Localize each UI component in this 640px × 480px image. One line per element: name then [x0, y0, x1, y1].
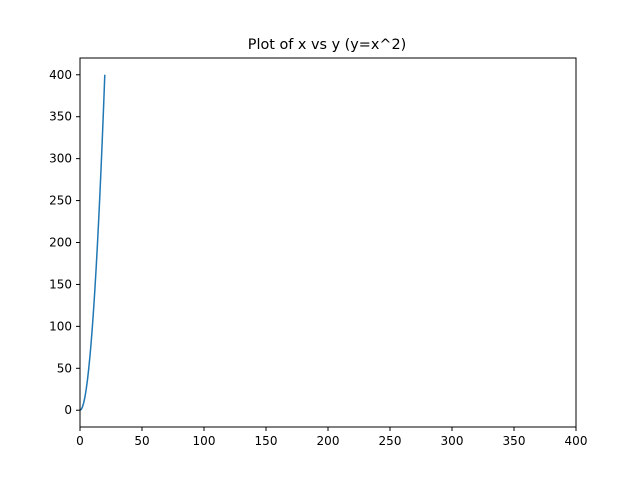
- plot-frame: [79, 57, 577, 428]
- y-tick-label: 200: [49, 236, 72, 250]
- y-tick-label: 300: [49, 152, 72, 166]
- x-axis: 0 50 100 150 200 250 300 350 400: [76, 427, 587, 448]
- y-tick-label: 250: [49, 194, 72, 208]
- x-tick-label: 200: [317, 434, 340, 448]
- chart-title: Plot of x vs y (y=x^2): [248, 37, 406, 53]
- y-tick-label: 0: [64, 403, 72, 417]
- y-tick-label: 150: [49, 277, 72, 291]
- y-tick-label: 400: [49, 68, 72, 82]
- y-tick-label: 50: [57, 361, 72, 375]
- series-line: [79, 74, 106, 411]
- x-tick-label: 350: [503, 434, 526, 448]
- x-tick-label: 100: [193, 434, 216, 448]
- x-tick-label: 150: [255, 434, 278, 448]
- x-tick-label: 250: [379, 434, 402, 448]
- x-tick-label: 300: [441, 434, 464, 448]
- y-tick-label: 350: [49, 110, 72, 124]
- x-tick-label: 400: [565, 434, 588, 448]
- x-tick-label: 50: [134, 434, 149, 448]
- y-axis: 0 50 100 150 200 250 300 350 400: [49, 68, 80, 417]
- plot-area: [79, 74, 106, 411]
- y-tick-label: 100: [49, 319, 72, 333]
- x-tick-label: 0: [76, 434, 84, 448]
